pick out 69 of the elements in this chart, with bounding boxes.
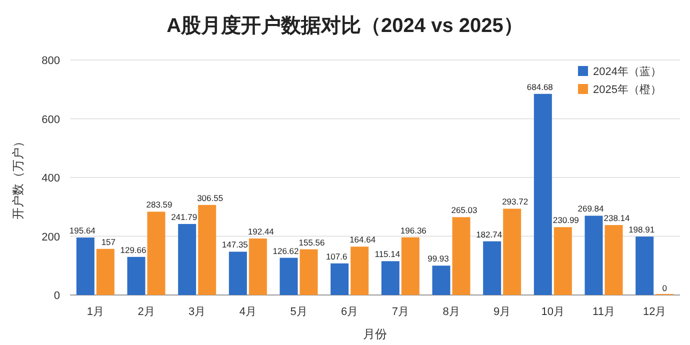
data-label: 164.64: [350, 234, 376, 245]
legend-label: 2025年（橙）: [593, 84, 662, 96]
x-tick-label: 10月: [541, 306, 565, 318]
x-tick-label: 11月: [592, 306, 615, 318]
data-label: 147.35: [222, 240, 248, 250]
y-tick-label: 800: [42, 55, 60, 67]
data-label: 99.93: [428, 254, 450, 264]
data-label: 155.56: [298, 237, 326, 248]
data-label: 195.64: [69, 226, 96, 236]
bar: [432, 266, 450, 295]
x-tick-label: 3月: [188, 306, 206, 318]
bar: [248, 238, 267, 295]
bar: [280, 258, 298, 295]
chart-title: A股月度开户数据对比（2024 vs 2025）: [166, 14, 524, 37]
data-label: 129.66: [120, 244, 147, 255]
x-tick-label: 5月: [290, 306, 308, 318]
bar: [381, 261, 400, 295]
bar: [503, 208, 522, 295]
x-tick-label: 1月: [86, 306, 104, 318]
bar: [76, 238, 94, 295]
data-label: 293.72: [502, 196, 528, 207]
bar: [604, 225, 623, 295]
bar: [330, 263, 349, 295]
data-label: 241.79: [171, 212, 198, 222]
x-tick-label: 6月: [341, 306, 358, 318]
bar: [483, 241, 502, 295]
x-axis-title: 月份: [363, 327, 387, 341]
x-tick-label: 9月: [494, 306, 511, 318]
data-label: 107.6: [326, 251, 348, 262]
data-label: 192.44: [248, 226, 274, 236]
data-label: 126.62: [272, 246, 300, 256]
bar: [636, 236, 654, 295]
y-tick-label: 0: [54, 290, 60, 302]
data-label: 265.03: [451, 205, 478, 216]
bar: [584, 216, 603, 295]
data-label: 157: [101, 236, 116, 247]
y-tick-label: 600: [42, 114, 60, 126]
bar: [300, 249, 318, 295]
data-label: 196.36: [400, 225, 427, 236]
bar: [401, 237, 420, 295]
bar: [228, 252, 247, 295]
data-label: 238.14: [604, 213, 630, 224]
data-label: 684.68: [526, 82, 554, 92]
bar: [96, 248, 114, 295]
x-tick-label: 12月: [642, 306, 666, 318]
y-tick-label: 400: [42, 172, 60, 184]
y-axis-title: 开户数（万户）: [11, 136, 25, 220]
data-label: 182.74: [476, 229, 502, 240]
y-tick-label: 200: [42, 231, 60, 244]
data-label: 0: [662, 283, 668, 293]
bar: [178, 224, 196, 295]
bar: [350, 246, 369, 295]
bar: [534, 94, 552, 295]
data-label: 283.59: [146, 200, 173, 210]
legend-label: 2024年（蓝）: [593, 65, 662, 78]
x-tick-label: 4月: [239, 306, 256, 318]
data-label: 115.14: [374, 249, 400, 260]
data-label: 198.91: [628, 224, 655, 235]
x-tick-label: 2月: [138, 306, 155, 318]
x-tick-label: 8月: [442, 306, 460, 318]
bar: [452, 217, 470, 295]
data-label: 230.99: [552, 215, 580, 226]
bar: [198, 204, 216, 295]
bar: [147, 212, 166, 295]
data-label: 306.55: [197, 192, 224, 203]
bar: [127, 256, 146, 295]
data-label: 269.84: [578, 204, 604, 214]
x-tick-label: 7月: [392, 306, 409, 318]
bar: [554, 227, 572, 295]
